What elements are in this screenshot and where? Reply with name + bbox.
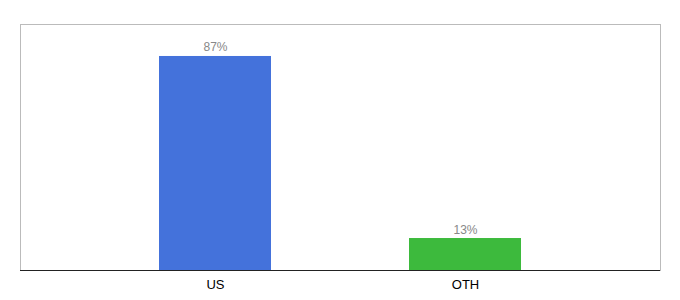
svg-text:OTH: OTH: [452, 277, 479, 292]
svg-text:87%: 87%: [203, 40, 227, 54]
svg-text:13%: 13%: [453, 223, 477, 237]
svg-text:US: US: [206, 277, 224, 292]
